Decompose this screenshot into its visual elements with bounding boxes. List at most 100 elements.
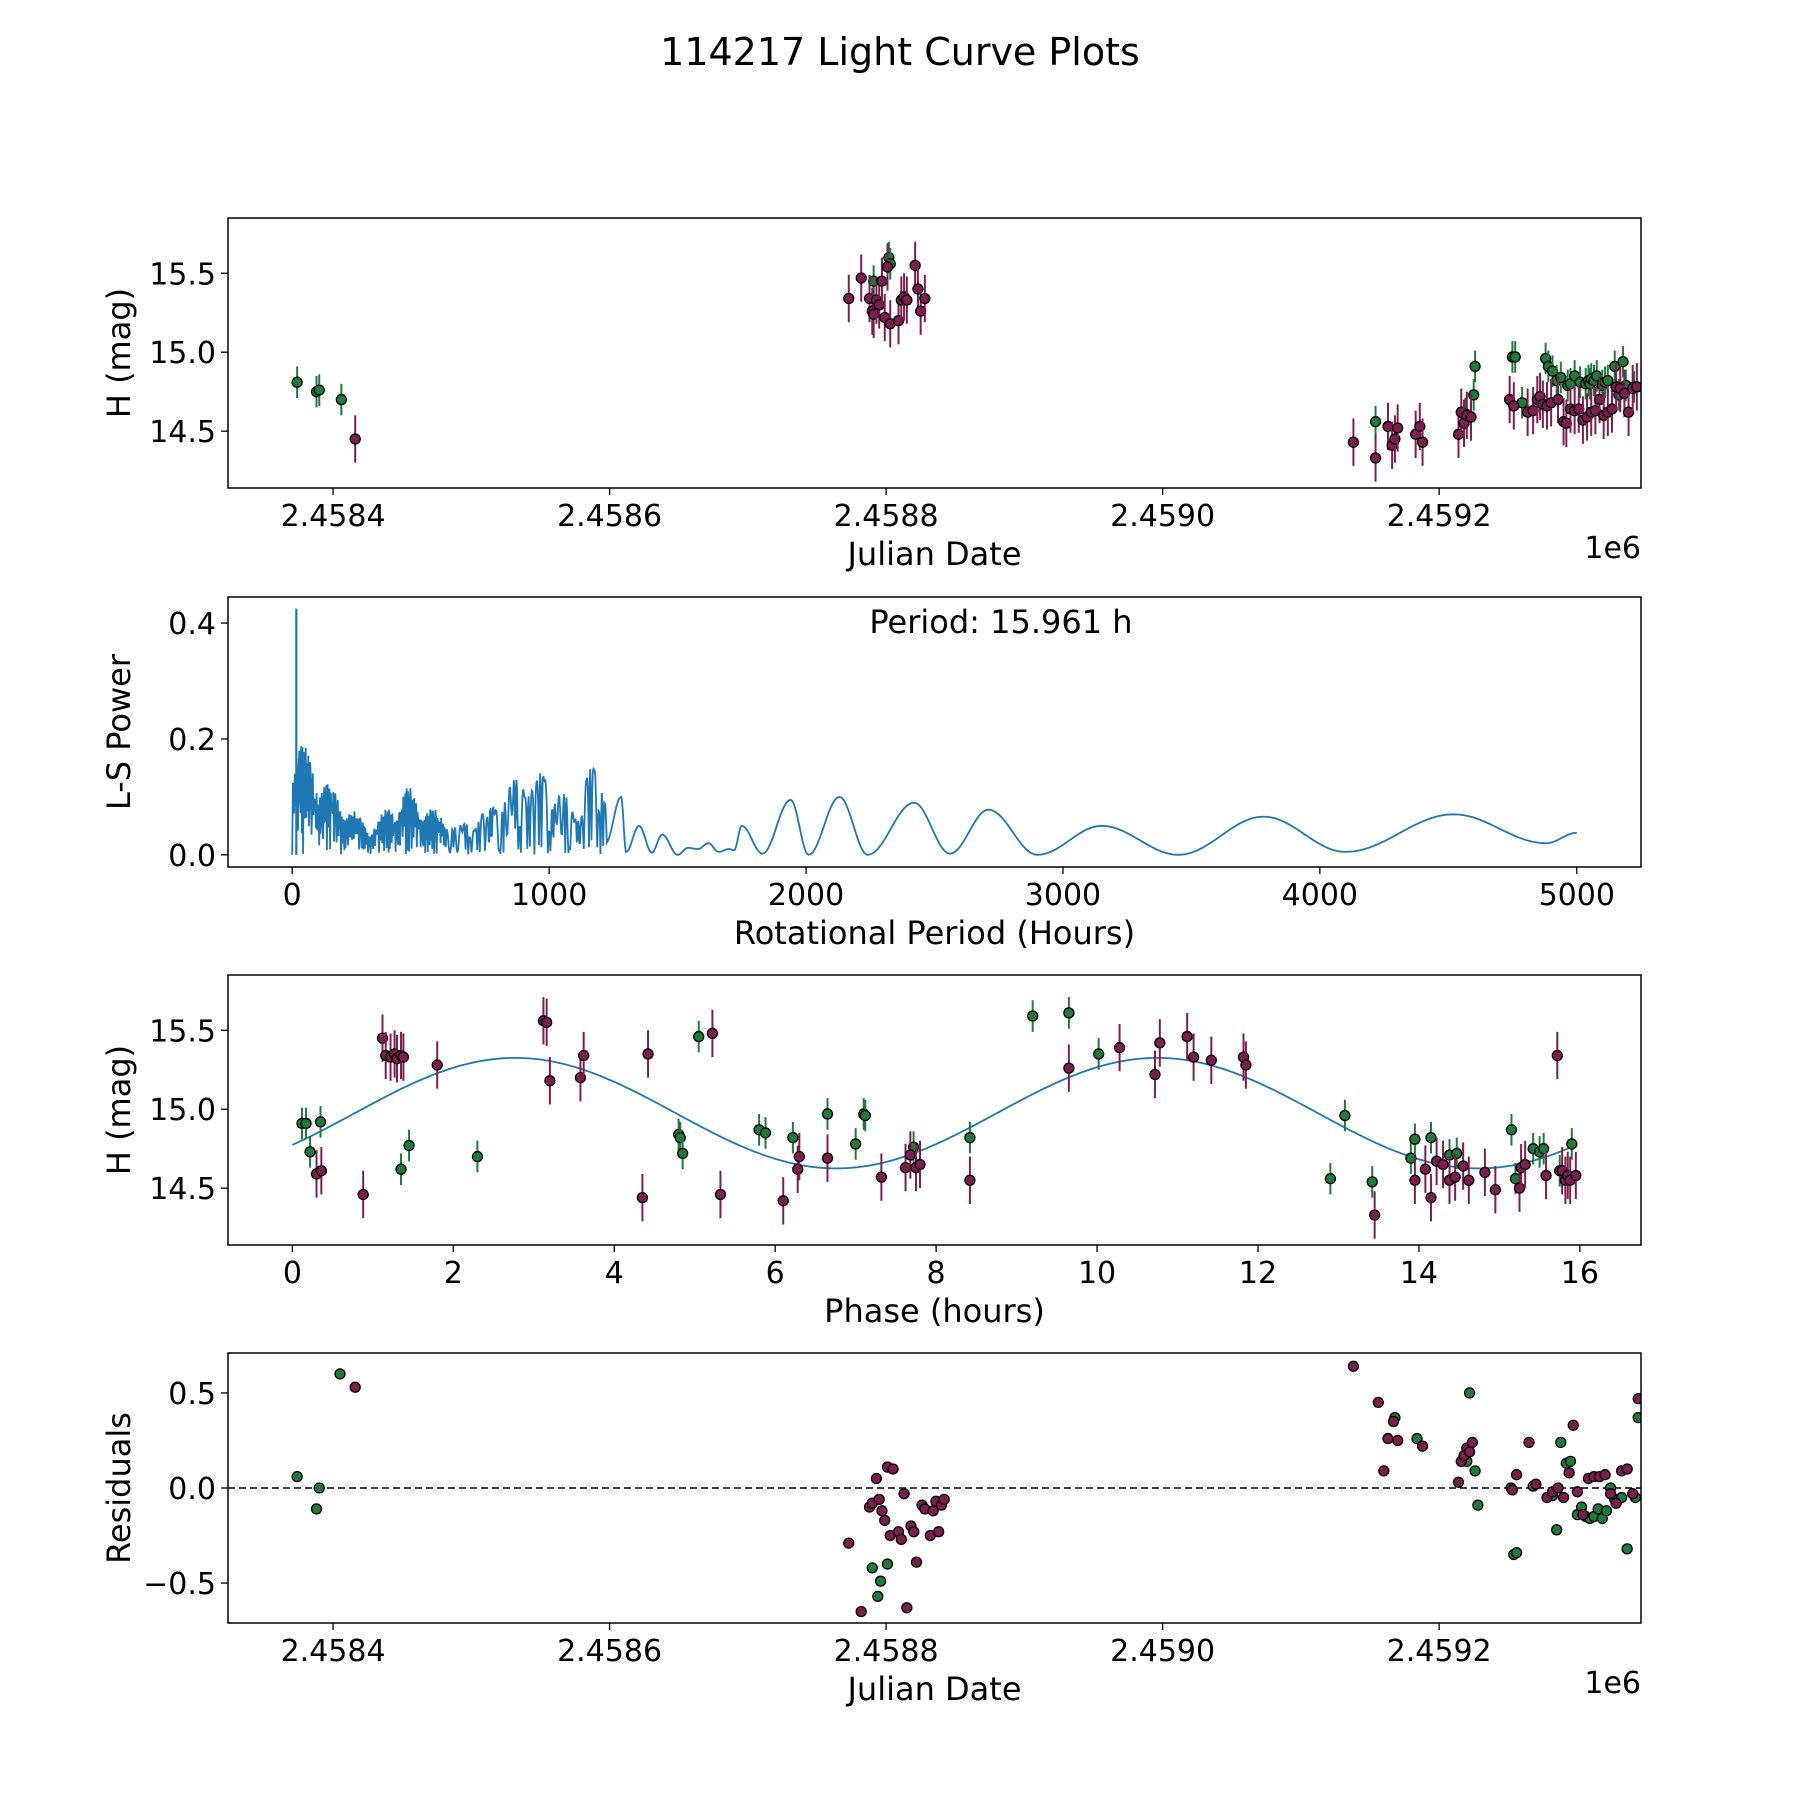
data-point <box>1632 1411 1641 1424</box>
data-point <box>870 1472 883 1485</box>
data-point <box>1425 1131 1437 1144</box>
data-point <box>1564 1455 1577 1468</box>
data-point <box>335 393 348 406</box>
data-point <box>1469 1465 1481 1477</box>
lc-plot-area <box>291 241 1641 482</box>
data-point <box>792 1163 804 1175</box>
data-point <box>1552 1482 1564 1494</box>
data-point <box>544 1075 556 1087</box>
data-point <box>540 1016 553 1029</box>
data-point <box>904 1149 917 1161</box>
data-point <box>403 1139 415 1152</box>
data-point <box>849 1138 862 1150</box>
data-point <box>843 292 855 305</box>
data-point <box>843 1537 855 1549</box>
data-point <box>1366 1176 1378 1188</box>
magenta-series <box>349 241 1641 482</box>
x-tick-label: 3000 <box>1025 878 1101 913</box>
data-point <box>881 1558 894 1570</box>
data-point <box>1621 1543 1633 1555</box>
y-axis-label: H (mag) <box>100 1045 138 1175</box>
period-annotation: Period: 15.961 h <box>869 603 1132 641</box>
x-tick-label: 2.4586 <box>557 1634 662 1669</box>
data-point <box>1472 1499 1484 1511</box>
data-point <box>706 1027 719 1040</box>
data-point <box>1419 1163 1431 1175</box>
data-point <box>1452 1476 1465 1488</box>
data-point <box>1551 1049 1563 1062</box>
data-point <box>1416 436 1429 448</box>
data-point <box>1530 1478 1542 1490</box>
x-tick-label: 2000 <box>768 878 844 913</box>
data-point <box>855 1605 867 1618</box>
data-point <box>1513 1182 1526 1194</box>
y-tick-label: −0.5 <box>143 1567 216 1602</box>
lc-axes-frame <box>227 217 1642 489</box>
fit-curve <box>292 1056 1577 1170</box>
data-point <box>1457 1160 1469 1172</box>
data-point <box>313 1482 325 1494</box>
x-tick-label: 2.4584 <box>281 1634 386 1669</box>
ls-axes-frame <box>227 596 1642 868</box>
data-point <box>876 275 888 287</box>
data-point <box>1537 1143 1550 1155</box>
x-tick-label: 4000 <box>1282 878 1358 913</box>
data-point <box>349 433 361 445</box>
data-point <box>881 261 894 273</box>
data-point <box>1508 400 1520 412</box>
x-tick-label: 14 <box>1400 1256 1438 1291</box>
x-tick-label: 0 <box>283 1256 302 1291</box>
x-tick-label: 16 <box>1561 1256 1599 1291</box>
data-point <box>821 1152 834 1164</box>
data-point <box>1387 1415 1400 1428</box>
data-point <box>1567 1419 1579 1431</box>
data-point <box>1369 416 1382 428</box>
data-point <box>1181 1030 1193 1043</box>
data-point <box>397 1051 410 1063</box>
x-tick-label: 2.4584 <box>281 499 386 534</box>
data-point <box>1409 1174 1421 1186</box>
y-tick-label: 0.0 <box>168 839 216 874</box>
data-point <box>1570 1169 1582 1182</box>
green-series <box>291 241 1640 438</box>
x-tick-label: 5000 <box>1539 878 1615 913</box>
data-point <box>759 1127 772 1139</box>
data-point <box>1571 1486 1584 1498</box>
data-point <box>901 1602 913 1614</box>
x-tick-label: 2.4586 <box>557 499 662 534</box>
data-point <box>1339 1109 1351 1122</box>
data-point <box>1557 1491 1570 1504</box>
res-panel: 2.4584 2.4586 2.4588 2.4590 2.4592 −0.5 0.0 0.5… <box>100 1352 1642 1708</box>
data-point <box>1577 1508 1589 1521</box>
y-axis-label: L-S Power <box>100 653 138 810</box>
data-point <box>471 1150 484 1163</box>
x-tick-label: 2.4592 <box>1387 1634 1492 1669</box>
x-tick-label: 2.4592 <box>1387 499 1492 534</box>
data-point <box>898 1488 910 1500</box>
y-tick-label: 0.5 <box>168 1377 216 1412</box>
data-point <box>1509 351 1521 363</box>
data-point <box>1425 1191 1437 1204</box>
data-point <box>1113 1041 1126 1054</box>
green-series <box>291 1368 1641 1603</box>
ls-panel: 0 1000 2000 3000 4000 5000 0.0 0.2 0.4 Rotational… <box>100 596 1642 952</box>
data-point <box>1187 1051 1200 1063</box>
data-point <box>1610 1497 1622 1509</box>
data-point <box>313 384 325 396</box>
ls-plot-area <box>291 608 1577 856</box>
data-point <box>855 272 867 284</box>
data-point <box>1378 1465 1390 1477</box>
data-point <box>908 1526 920 1538</box>
data-point <box>1347 1360 1360 1372</box>
data-point <box>1510 1469 1523 1481</box>
data-point <box>1505 1124 1518 1136</box>
data-point <box>1392 1434 1404 1447</box>
data-point <box>1563 1467 1575 1479</box>
data-point <box>887 1463 899 1475</box>
data-point <box>1449 1171 1461 1183</box>
res-plot-area <box>228 1360 1641 1618</box>
data-point <box>334 1368 346 1380</box>
data-point <box>1463 1387 1476 1399</box>
data-point <box>872 1590 884 1603</box>
